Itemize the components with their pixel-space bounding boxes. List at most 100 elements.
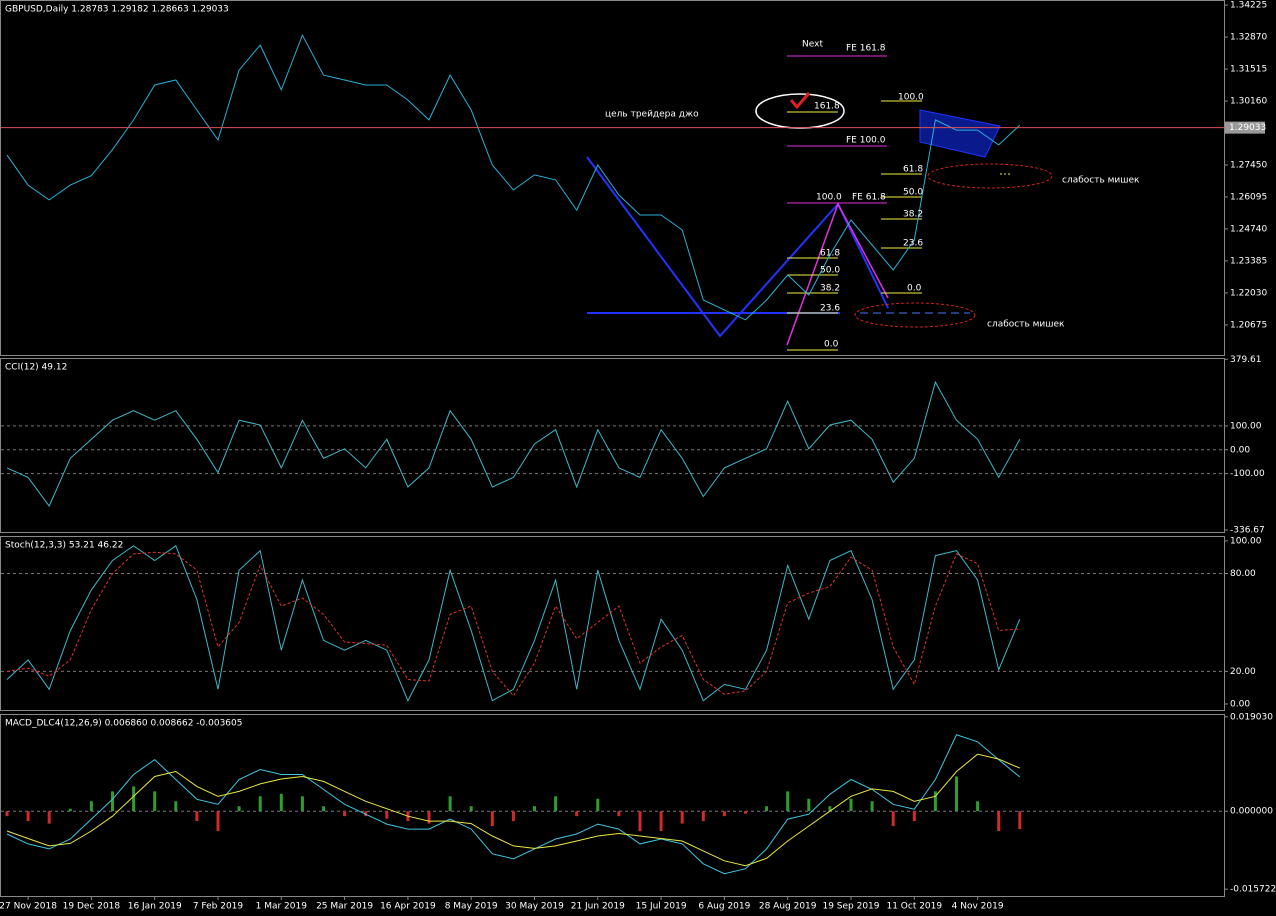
fib-expansion (786, 202, 889, 346)
annotation: 161.8 (814, 102, 840, 112)
x-tick-label: 7 Feb 2019 (193, 902, 244, 912)
histogram-bar (237, 806, 241, 812)
histogram-bar (976, 801, 980, 812)
y-tick-label: 1.26095 (1230, 192, 1267, 202)
histogram-bar (828, 806, 832, 812)
annotation: 61.8 (903, 165, 923, 175)
histogram-bar (153, 791, 157, 812)
y-tick-label: 80.00 (1230, 569, 1256, 579)
y-tick-label: 379.61 (1230, 355, 1262, 365)
histogram-bar (807, 798, 811, 812)
indicator-line (6, 545, 1021, 702)
histogram-bar (343, 811, 347, 817)
indicator-line (6, 753, 1020, 867)
histogram-bar (912, 811, 916, 822)
x-tick-label: 6 Aug 2019 (698, 902, 750, 912)
y-tick-label: 1.32870 (1230, 33, 1267, 43)
x-tick-label: 19 Sep 2019 (822, 902, 879, 912)
y-tick-label: 1.31515 (1230, 65, 1267, 75)
histogram-bar (744, 811, 747, 814)
y-tick-label: 1.34225 (1230, 1, 1267, 11)
indicator-line (6, 734, 1021, 875)
histogram-bar (427, 811, 431, 824)
fib-levels (787, 100, 922, 351)
histogram-bar (132, 786, 136, 812)
y-tick-label: 1.24740 (1230, 224, 1267, 234)
x-tick-label: 28 Aug 2019 (759, 902, 817, 912)
histogram-bar (89, 801, 93, 812)
trend-line (586, 156, 889, 338)
histogram-bar (955, 776, 958, 812)
x-tick-label: 11 Oct 2019 (886, 902, 942, 912)
y-tick-label: 20.00 (1230, 667, 1256, 677)
histogram-bar (322, 806, 325, 812)
y-tick-label: 0.019030 (1230, 712, 1273, 722)
weakness-ellipse (854, 302, 976, 328)
histogram-bar (933, 791, 937, 812)
annotation: слабость мишек (987, 320, 1065, 330)
x-tick-label: 1 Mar 2019 (256, 902, 308, 912)
stoch-frame (0, 536, 1225, 711)
cci-frame (0, 358, 1225, 533)
histogram-bar (786, 791, 790, 812)
y-tick-label: 1.30160 (1230, 97, 1267, 107)
annotation: 23.6 (820, 304, 840, 314)
histogram-bar (511, 811, 515, 822)
histogram-bar (47, 811, 51, 824)
y-tick-label: -100.00 (1230, 469, 1265, 479)
panel-title: GBPUSD,Daily 1.28783 1.29182 1.28663 1.2… (5, 5, 229, 15)
histogram-bar (617, 811, 621, 817)
y-tick-label: -336.67 (1230, 526, 1265, 536)
histogram-bar (849, 798, 853, 812)
annotation: 0.0 (907, 284, 922, 294)
x-tick-label: 30 May 2019 (505, 902, 564, 912)
histogram-bar (469, 806, 473, 812)
x-tick-label: 8 May 2019 (445, 902, 498, 912)
annotation: 61.8 (820, 249, 840, 259)
x-tick-label: 25 Mar 2019 (316, 902, 373, 912)
indicator-line (6, 380, 1021, 507)
histogram-bar (174, 801, 178, 812)
histogram-bar (448, 796, 452, 812)
x-tick-label: 16 Apr 2019 (380, 902, 436, 912)
annotation: FE 161.8 (846, 44, 886, 54)
y-tick-label: 0.000000 (1230, 807, 1273, 817)
histogram-bar (385, 811, 389, 819)
panel-frames (0, 0, 1225, 897)
histogram-bar (216, 811, 220, 832)
histogram-bar (554, 796, 558, 812)
y-tick-label: 1.23385 (1230, 256, 1267, 266)
histogram-bar (195, 811, 199, 822)
weakness-ellipse (927, 163, 1053, 189)
panel-title: MACD_DLC4(12,26,9) 0.006860 0.008662 -0.… (5, 719, 242, 729)
y-tick-label: 1.20675 (1230, 320, 1267, 330)
main-frame (0, 0, 1225, 356)
current-price-label: 1.29033 (1229, 123, 1266, 133)
fe-levels (787, 55, 887, 204)
histogram-bar (1018, 811, 1022, 830)
histogram-bar (26, 811, 30, 822)
y-tick-label: 0.00 (1230, 445, 1250, 455)
indicator-line (6, 33, 1021, 321)
histogram-bar (490, 811, 494, 827)
histogram-bar (575, 811, 579, 817)
x-tick-label: 21 Jun 2019 (571, 902, 625, 912)
x-tick-label: 15 Jul 2019 (636, 902, 687, 912)
histogram-bar (680, 811, 684, 824)
indicator-line (6, 551, 1020, 697)
annotation: 100.0 (898, 93, 924, 103)
histogram-bar (765, 806, 769, 812)
y-tick-label: -0.015722 (1230, 885, 1276, 895)
x-tick-label: 16 Jan 2019 (128, 902, 182, 912)
histogram-bar (300, 796, 304, 812)
annotation: FE 61.8 (852, 193, 886, 203)
histogram-bar (111, 791, 114, 812)
histogram-bar (596, 798, 600, 812)
histogram-bar (5, 811, 9, 817)
histogram-bar (997, 811, 1001, 832)
histogram-bar (701, 811, 705, 822)
annotation: 100.0 (816, 193, 842, 203)
x-tick-label: 27 Nov 2018 (0, 902, 57, 912)
